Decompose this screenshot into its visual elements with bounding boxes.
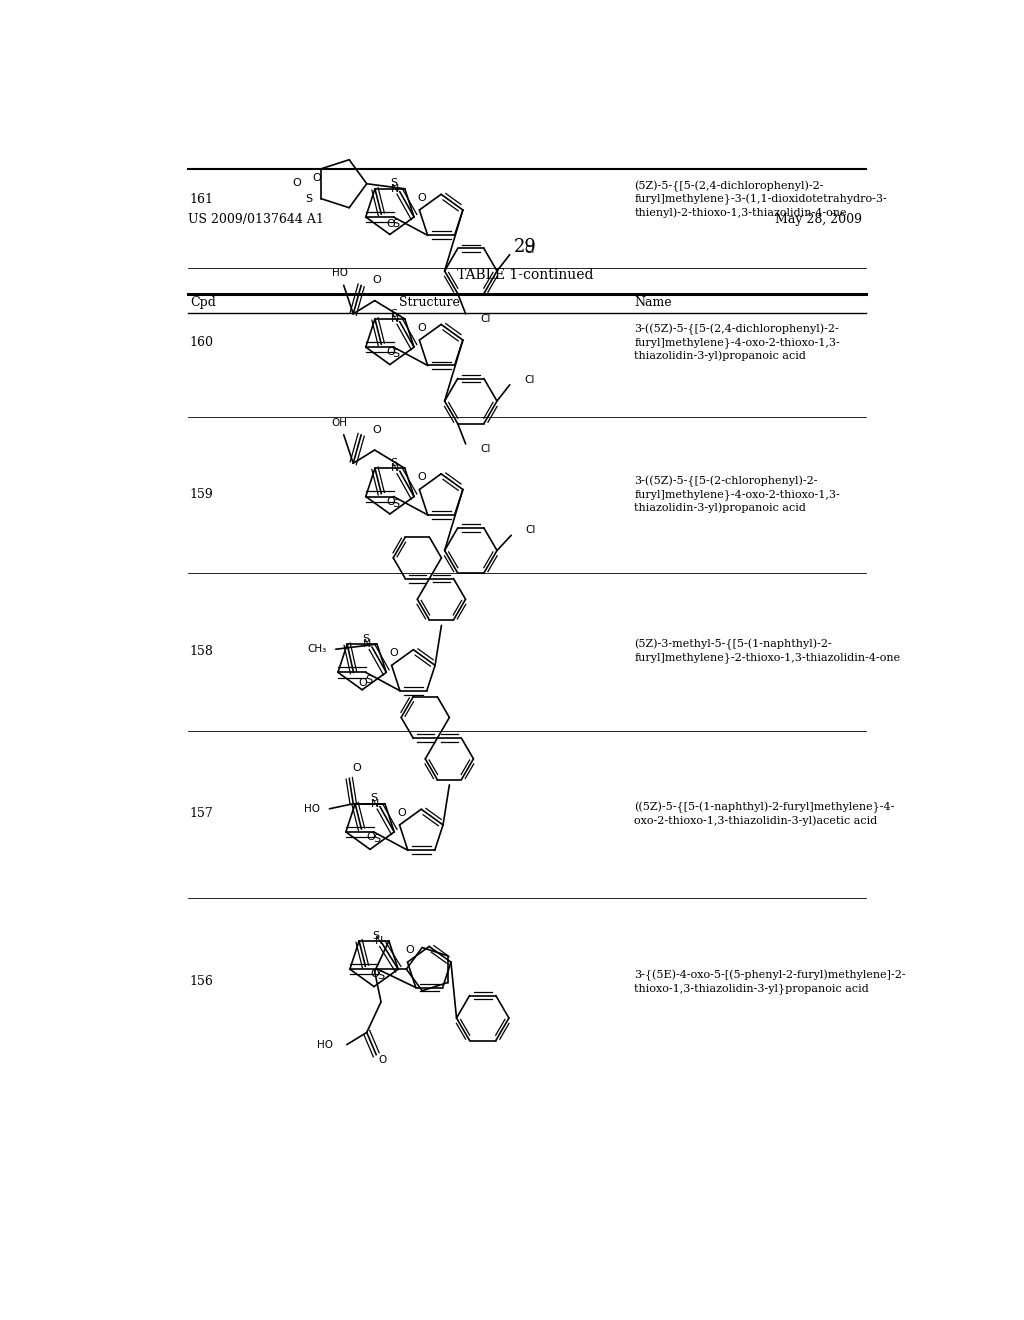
- Text: N: N: [391, 463, 399, 474]
- Text: O: O: [367, 833, 376, 842]
- Text: Cl: Cl: [480, 314, 490, 323]
- Text: thioxo-1,3-thiazolidin-3-yl}propanoic acid: thioxo-1,3-thiazolidin-3-yl}propanoic ac…: [634, 983, 869, 994]
- Text: 156: 156: [189, 975, 214, 989]
- Text: O: O: [293, 178, 301, 189]
- Text: Cl: Cl: [480, 444, 490, 454]
- Text: O: O: [418, 323, 426, 333]
- Text: 158: 158: [189, 645, 214, 657]
- Text: 29: 29: [513, 238, 537, 256]
- Text: Structure: Structure: [399, 296, 460, 309]
- Text: TABLE 1-continued: TABLE 1-continued: [457, 268, 593, 282]
- Text: S: S: [362, 634, 370, 644]
- Text: (5Z)-5-{[5-(2,4-dichlorophenyl)-2-: (5Z)-5-{[5-(2,4-dichlorophenyl)-2-: [634, 180, 824, 191]
- Text: O: O: [406, 945, 415, 954]
- Text: US 2009/0137644 A1: US 2009/0137644 A1: [187, 213, 324, 226]
- Text: S: S: [305, 194, 312, 203]
- Text: S: S: [373, 834, 380, 845]
- Text: O: O: [418, 193, 426, 203]
- Text: thiazolidin-3-yl)propanoic acid: thiazolidin-3-yl)propanoic acid: [634, 503, 806, 513]
- Text: Cl: Cl: [525, 525, 536, 535]
- Text: OH: OH: [332, 417, 348, 428]
- Text: furyl]methylene}-4-oxo-2-thioxo-1,3-: furyl]methylene}-4-oxo-2-thioxo-1,3-: [634, 337, 840, 347]
- Text: S: S: [390, 178, 397, 189]
- Text: 161: 161: [189, 193, 214, 206]
- Text: O: O: [418, 473, 426, 482]
- Text: thienyl)-2-thioxo-1,3-thiazolidin-4-one: thienyl)-2-thioxo-1,3-thiazolidin-4-one: [634, 207, 847, 218]
- Text: thiazolidin-3-yl)propanoic acid: thiazolidin-3-yl)propanoic acid: [634, 350, 806, 360]
- Text: HO: HO: [316, 1040, 333, 1049]
- Text: S: S: [390, 458, 397, 469]
- Text: HO: HO: [332, 268, 348, 279]
- Text: 159: 159: [189, 488, 214, 502]
- Text: O: O: [386, 496, 395, 507]
- Text: Cl: Cl: [524, 244, 535, 255]
- Text: (5Z)-3-methyl-5-{[5-(1-naphthyl)-2-: (5Z)-3-methyl-5-{[5-(1-naphthyl)-2-: [634, 639, 833, 651]
- Text: Name: Name: [634, 296, 672, 309]
- Text: O: O: [379, 1055, 387, 1065]
- Text: O: O: [373, 276, 381, 285]
- Text: May 28, 2009: May 28, 2009: [775, 213, 862, 226]
- Text: furyl]methylene}-2-thioxo-1,3-thiazolidin-4-one: furyl]methylene}-2-thioxo-1,3-thiazolidi…: [634, 652, 900, 664]
- Text: O: O: [397, 808, 407, 817]
- Text: O: O: [358, 677, 368, 688]
- Text: 3-((5Z)-5-{[5-(2-chlorophenyl)-2-: 3-((5Z)-5-{[5-(2-chlorophenyl)-2-: [634, 477, 818, 487]
- Text: O: O: [312, 173, 322, 183]
- Text: Cl: Cl: [524, 375, 535, 384]
- Text: S: S: [390, 309, 397, 318]
- Text: O: O: [353, 763, 361, 774]
- Text: furyl]methylene}-3-(1,1-dioxidotetrahydro-3-: furyl]methylene}-3-(1,1-dioxidotetrahydr…: [634, 194, 887, 205]
- Text: N: N: [391, 183, 399, 194]
- Text: Cpd: Cpd: [189, 296, 216, 309]
- Text: ((5Z)-5-{[5-(1-naphthyl)-2-furyl]methylene}-4-: ((5Z)-5-{[5-(1-naphthyl)-2-furyl]methyle…: [634, 801, 895, 813]
- Text: furyl]methylene}-4-oxo-2-thioxo-1,3-: furyl]methylene}-4-oxo-2-thioxo-1,3-: [634, 490, 840, 500]
- Text: N: N: [375, 936, 384, 946]
- Text: O: O: [386, 347, 395, 358]
- Text: S: S: [392, 350, 399, 359]
- Text: N: N: [364, 639, 372, 649]
- Text: oxo-2-thioxo-1,3-thiazolidin-3-yl)acetic acid: oxo-2-thioxo-1,3-thiazolidin-3-yl)acetic…: [634, 816, 878, 826]
- Text: 3-{(5E)-4-oxo-5-[(5-phenyl-2-furyl)methylene]-2-: 3-{(5E)-4-oxo-5-[(5-phenyl-2-furyl)methy…: [634, 969, 906, 981]
- Text: O: O: [373, 425, 381, 434]
- Text: O: O: [386, 219, 395, 230]
- Text: S: S: [392, 499, 399, 508]
- Text: O: O: [389, 648, 398, 659]
- Text: S: S: [377, 972, 384, 982]
- Text: S: S: [365, 675, 372, 685]
- Text: 3-((5Z)-5-{[5-(2,4-dichlorophenyl)-2-: 3-((5Z)-5-{[5-(2,4-dichlorophenyl)-2-: [634, 323, 839, 335]
- Text: O: O: [371, 969, 379, 979]
- Text: 160: 160: [189, 335, 214, 348]
- Text: N: N: [391, 314, 399, 323]
- Text: CH₃: CH₃: [307, 644, 327, 655]
- Text: HO: HO: [304, 804, 319, 814]
- Text: S: S: [392, 219, 399, 230]
- Text: N: N: [372, 799, 380, 809]
- Text: 157: 157: [189, 808, 214, 821]
- Text: S: S: [370, 793, 377, 804]
- Text: S: S: [373, 931, 380, 941]
